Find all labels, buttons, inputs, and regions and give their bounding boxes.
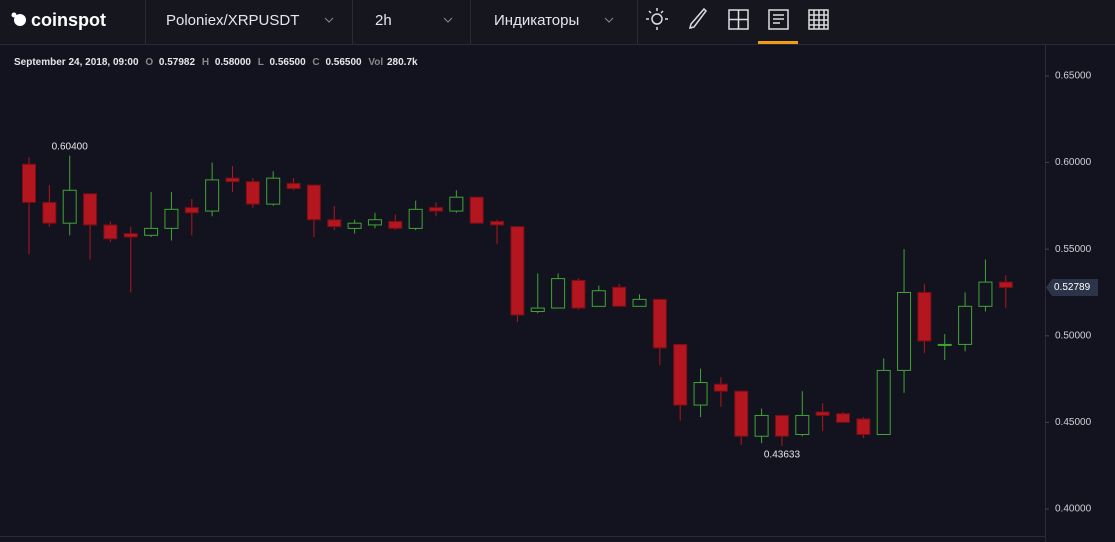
- candle-body: [754, 414, 769, 437]
- plot: 0.40000 0.45000 0.50000 0.55000 0.60000 0.650…: [22, 71, 1098, 515]
- candle-body: [429, 207, 443, 212]
- candle-body: [713, 383, 728, 392]
- y-tick-label: 0.50000: [1055, 330, 1092, 341]
- draw-icon[interactable]: [688, 7, 707, 30]
- active-tab-indicator: [758, 41, 798, 44]
- y-tick-label: 0.65000: [1055, 71, 1092, 82]
- chevron: [443, 17, 453, 23]
- indicators-button[interactable]: Индикаторы: [494, 12, 579, 29]
- candle-body: [42, 201, 57, 224]
- candle-body: [408, 208, 423, 229]
- legend-label: L: [258, 57, 264, 68]
- logo[interactable]: coinspot: [11, 10, 107, 30]
- theme-icon[interactable]: [646, 8, 668, 30]
- logo-text: coinspot: [31, 10, 106, 30]
- candle-body: [266, 177, 281, 205]
- candle-body: [490, 220, 505, 226]
- pair-select[interactable]: Poloniex/XRPUSDT: [166, 12, 299, 29]
- y-tick-label: 0.40000: [1055, 504, 1092, 515]
- candle-body: [998, 281, 1013, 288]
- candle-body: [774, 414, 789, 437]
- candle-body: [937, 343, 952, 346]
- logo-icon: [14, 14, 26, 26]
- candle-body: [917, 291, 932, 342]
- y-tick-label: 0.60000: [1055, 157, 1092, 168]
- candle-body: [205, 179, 220, 212]
- legend-value: 0.57982: [159, 57, 196, 68]
- candle-body: [734, 390, 749, 437]
- last-price-tag: [1046, 278, 1098, 296]
- candle-body: [591, 290, 606, 307]
- candle-body: [632, 298, 647, 307]
- candle-body: [815, 411, 830, 416]
- candle-body: [164, 208, 179, 229]
- candle-body: [469, 196, 484, 224]
- candle-body: [693, 382, 708, 406]
- candle-body: [836, 413, 850, 423]
- table-icon[interactable]: [808, 9, 829, 30]
- candle-body: [795, 414, 810, 435]
- chevron: [324, 17, 334, 23]
- candle-body: [652, 298, 667, 349]
- candle-body: [978, 281, 993, 307]
- candle-body: [245, 181, 260, 205]
- ohlc-legend: September 24, 2018, 09:00 O 0.57982 H 0.…: [14, 57, 418, 68]
- candle-body: [123, 233, 138, 238]
- legend-value: 0.56500: [325, 57, 362, 68]
- candle-body: [306, 184, 321, 221]
- interval-select[interactable]: 2h: [375, 12, 392, 29]
- candle-body: [510, 226, 525, 316]
- legend-label: Vol: [368, 57, 383, 68]
- candle-body: [388, 220, 403, 229]
- candle-body: [22, 163, 36, 203]
- candle-body: [897, 291, 912, 371]
- y-tick-label: 0.45000: [1055, 417, 1092, 428]
- candle-body: [856, 418, 871, 435]
- price-annotation: 0.43633: [764, 450, 801, 461]
- candle-body: [612, 286, 627, 307]
- chart-icon[interactable]: [768, 9, 789, 30]
- legend-value: 0.56500: [269, 57, 306, 68]
- layout-icon[interactable]: [728, 9, 749, 30]
- candle-body: [103, 224, 118, 240]
- chevron: [604, 17, 614, 23]
- candle-body: [327, 219, 342, 228]
- legend-label: H: [202, 57, 209, 68]
- candle-body: [551, 278, 566, 309]
- candle-body: [286, 182, 301, 190]
- toolbar: [0, 0, 1115, 44]
- y-tick-label: 0.55000: [1055, 244, 1092, 255]
- candle-body: [184, 207, 199, 214]
- legend-label: O: [145, 57, 153, 68]
- candle-body: [449, 196, 464, 212]
- candle-body: [367, 219, 382, 226]
- logo-icon: [11, 12, 17, 18]
- legend-value: 280.7k: [387, 57, 418, 68]
- candle-body: [83, 193, 98, 226]
- candle-body: [673, 343, 688, 406]
- legend-value: 0.58000: [215, 57, 252, 68]
- candle-body: [62, 189, 77, 224]
- candle-body: [347, 222, 362, 229]
- legend-date: September 24, 2018, 09:00: [14, 57, 139, 68]
- candle-body: [958, 305, 973, 345]
- candle-body: [876, 369, 891, 435]
- legend-label: C: [312, 57, 319, 68]
- candle-body: [144, 227, 159, 236]
- price-annotation: 0.60400: [52, 141, 89, 152]
- candle-body: [225, 177, 240, 183]
- candle-body: [571, 279, 586, 309]
- last-price-label: 0.52789: [1054, 282, 1091, 293]
- candle-body: [530, 307, 545, 313]
